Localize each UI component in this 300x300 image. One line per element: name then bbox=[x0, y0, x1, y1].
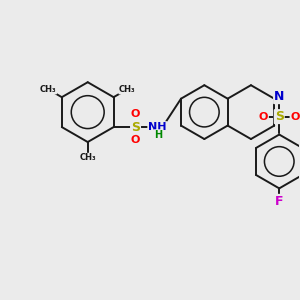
Text: S: S bbox=[131, 121, 140, 134]
Text: F: F bbox=[275, 195, 284, 208]
Text: CH₃: CH₃ bbox=[40, 85, 56, 94]
Text: H: H bbox=[154, 130, 163, 140]
Text: S: S bbox=[275, 110, 284, 123]
Text: O: O bbox=[259, 112, 268, 122]
Text: O: O bbox=[131, 109, 140, 119]
Text: N: N bbox=[274, 90, 284, 103]
Text: O: O bbox=[290, 112, 300, 122]
Text: CH₃: CH₃ bbox=[119, 85, 136, 94]
Text: CH₃: CH₃ bbox=[80, 154, 96, 163]
Text: O: O bbox=[131, 135, 140, 145]
Text: NH: NH bbox=[148, 122, 167, 132]
